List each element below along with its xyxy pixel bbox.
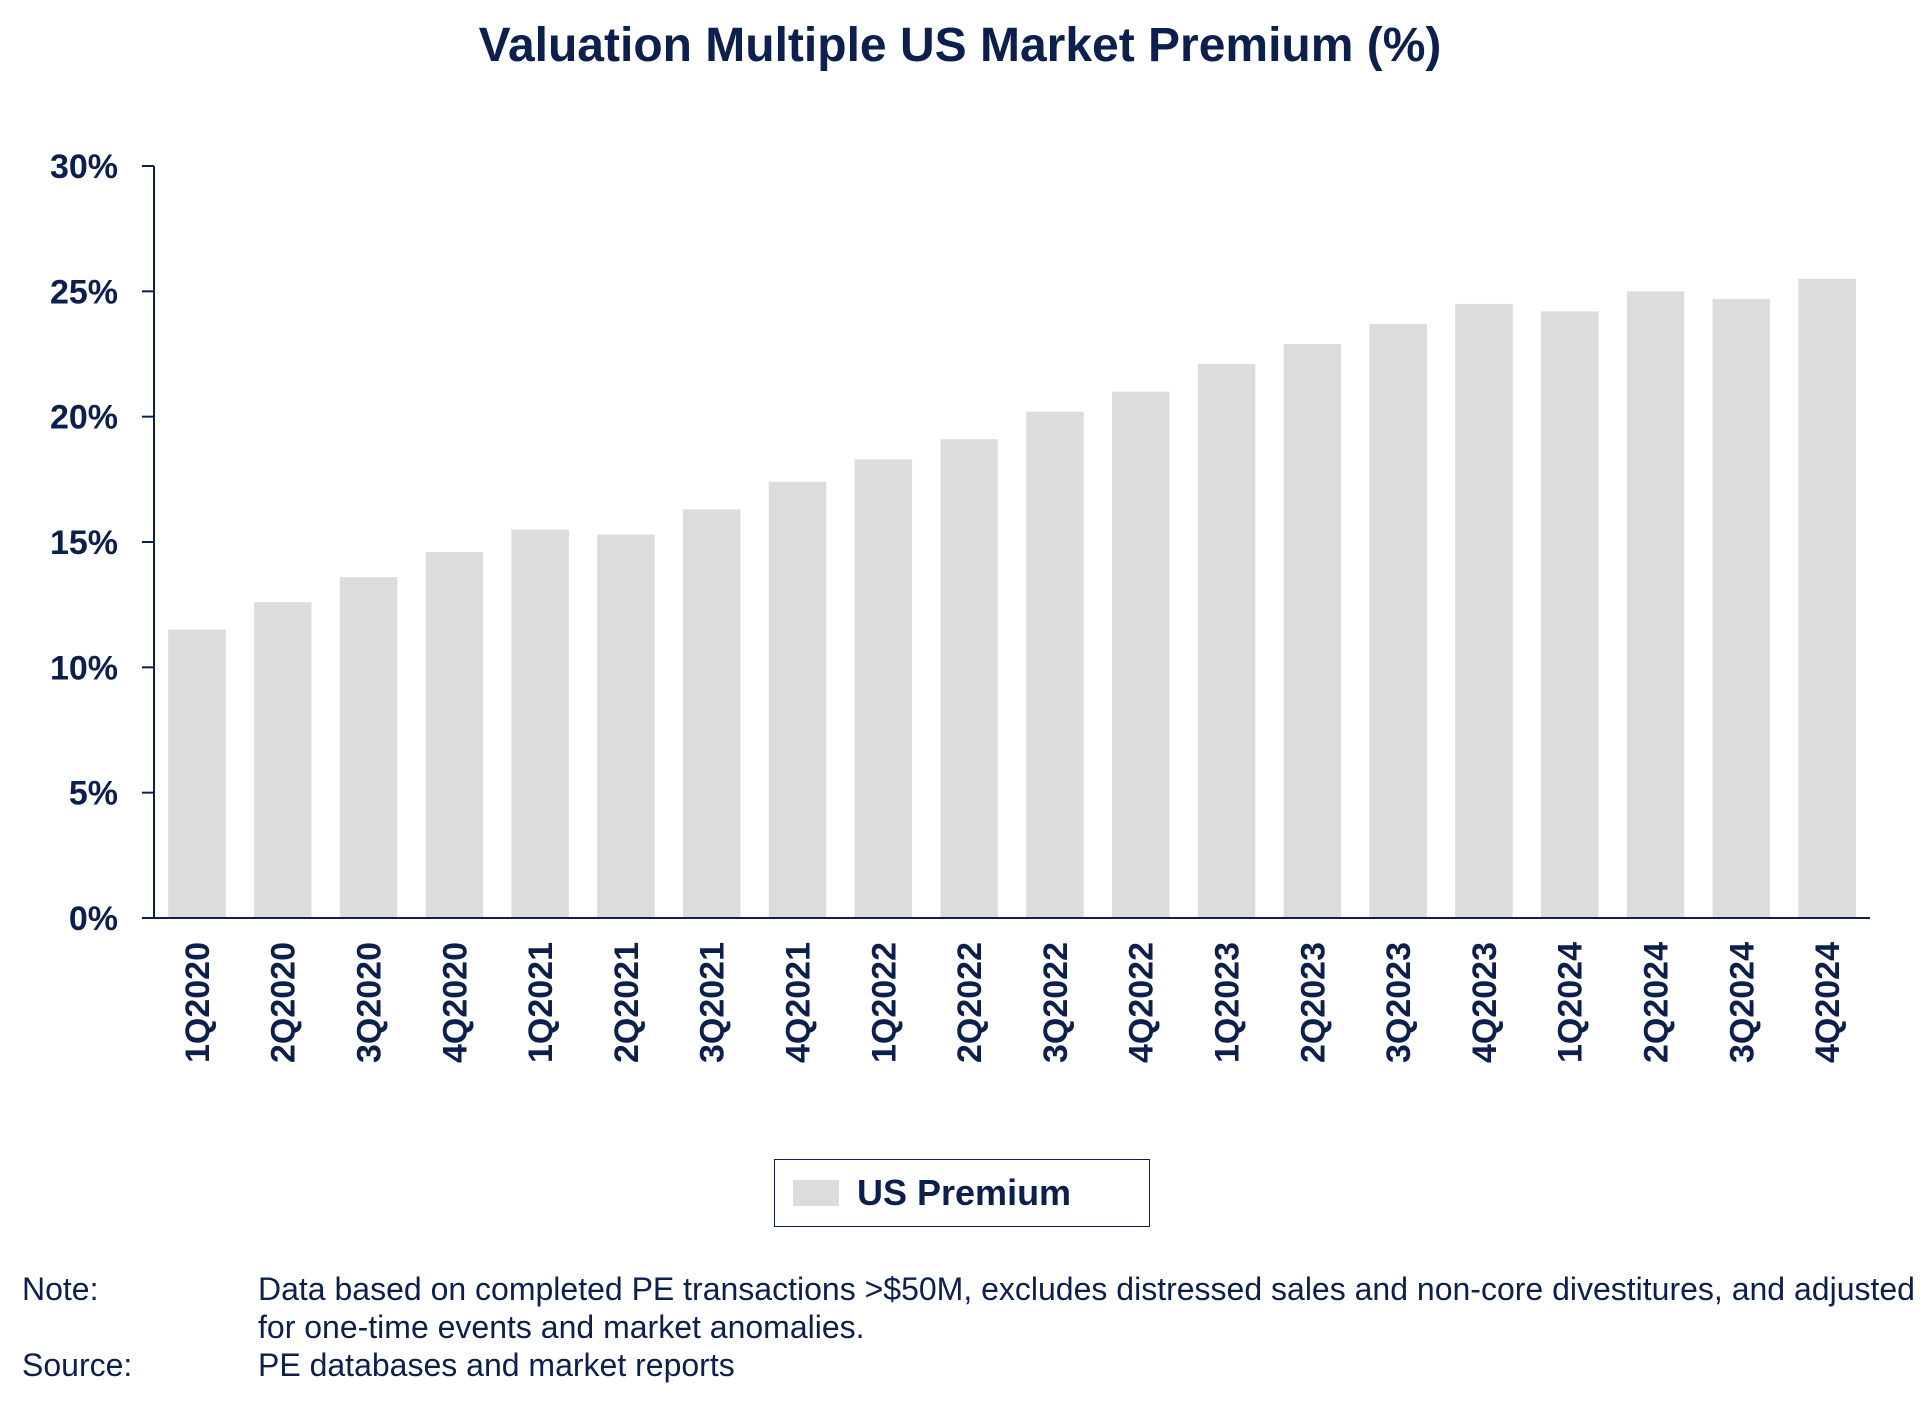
- x-tick-label: 3Q2023: [1380, 942, 1418, 1063]
- x-tick-label: 2Q2020: [265, 942, 303, 1063]
- bar-2Q2020: [254, 602, 312, 918]
- y-tick-label: 25%: [50, 273, 118, 311]
- x-tick-label: 2Q2024: [1638, 942, 1676, 1063]
- y-axis: 0% 5% 10% 15% 20% 25% 30%: [50, 148, 155, 938]
- bar-2Q2024: [1626, 291, 1685, 918]
- x-tick-label: 4Q2022: [1123, 942, 1161, 1063]
- bar-1Q2022: [854, 459, 913, 918]
- legend-swatch: [793, 1180, 839, 1206]
- x-tick-label: 1Q2021: [522, 942, 560, 1063]
- bar-4Q2022: [1112, 391, 1170, 919]
- y-tick-label: 20%: [50, 399, 118, 437]
- bar-4Q2023: [1455, 303, 1513, 918]
- bar-chart: 0% 5% 10% 15% 20% 25% 30% 1Q2020 2Q2020 3Q2020 4Q…: [50, 148, 1870, 1063]
- x-tick-label: 2Q2021: [608, 942, 646, 1063]
- bar-1Q2020: [168, 629, 226, 918]
- chart-title: Valuation Multiple US Market Premium (%): [478, 19, 1442, 72]
- bar-3Q2021: [683, 509, 741, 918]
- x-tick-label: 4Q2021: [780, 942, 818, 1063]
- y-tick-label: 5%: [69, 775, 118, 813]
- legend-label: US Premium: [857, 1172, 1072, 1213]
- note-label: Note:: [22, 1271, 99, 1307]
- y-tick-label: 30%: [50, 148, 118, 186]
- note-row: Note: Data based on completed PE transac…: [22, 1270, 1918, 1346]
- x-tick-label: 2Q2023: [1294, 942, 1332, 1063]
- x-tick-label: 1Q2020: [179, 942, 217, 1063]
- note-text: Data based on completed PE transactions …: [258, 1271, 1915, 1345]
- source-row: Source: PE databases and market reports: [22, 1346, 1918, 1384]
- bar-3Q2020: [339, 577, 398, 918]
- x-tick-label: 4Q2020: [436, 942, 474, 1063]
- x-tick-label: 3Q2024: [1723, 942, 1761, 1063]
- x-tick-label: 1Q2023: [1209, 942, 1247, 1063]
- y-tick-label: 0%: [69, 900, 118, 938]
- bar-3Q2023: [1369, 323, 1427, 918]
- bar-4Q2020: [425, 552, 484, 918]
- bar-2Q2021: [597, 534, 655, 918]
- x-tick-label: 3Q2020: [351, 942, 389, 1063]
- bar-1Q2021: [511, 529, 569, 918]
- x-axis: 1Q2020 2Q2020 3Q2020 4Q2020 1Q2021 2Q2021 3Q20…: [142, 917, 1870, 1063]
- x-tick-label: 1Q2024: [1552, 942, 1590, 1063]
- bars-group: [168, 278, 1856, 919]
- x-tick-label: 3Q2021: [694, 942, 732, 1063]
- footnotes: Note: Data based on completed PE transac…: [22, 1270, 1918, 1384]
- bar-4Q2021: [768, 481, 827, 918]
- x-tick-label: 4Q2023: [1466, 942, 1504, 1063]
- y-tick-label: 15%: [50, 524, 118, 562]
- bar-1Q2024: [1541, 311, 1599, 918]
- bar-2Q2022: [940, 439, 998, 918]
- bar-3Q2024: [1712, 298, 1771, 918]
- legend: US Premium: [774, 1159, 1150, 1227]
- bar-4Q2024: [1798, 278, 1856, 918]
- bar-3Q2022: [1026, 411, 1084, 918]
- y-tick-label: 10%: [50, 649, 118, 687]
- bar-2Q2023: [1283, 344, 1342, 918]
- source-label: Source:: [22, 1347, 133, 1383]
- source-text: PE databases and market reports: [258, 1347, 735, 1383]
- x-tick-label: 1Q2022: [865, 942, 903, 1063]
- x-tick-label: 2Q2022: [951, 942, 989, 1063]
- bar-1Q2023: [1197, 364, 1256, 918]
- x-tick-label: 4Q2024: [1809, 942, 1847, 1063]
- x-tick-label: 3Q2022: [1037, 942, 1075, 1063]
